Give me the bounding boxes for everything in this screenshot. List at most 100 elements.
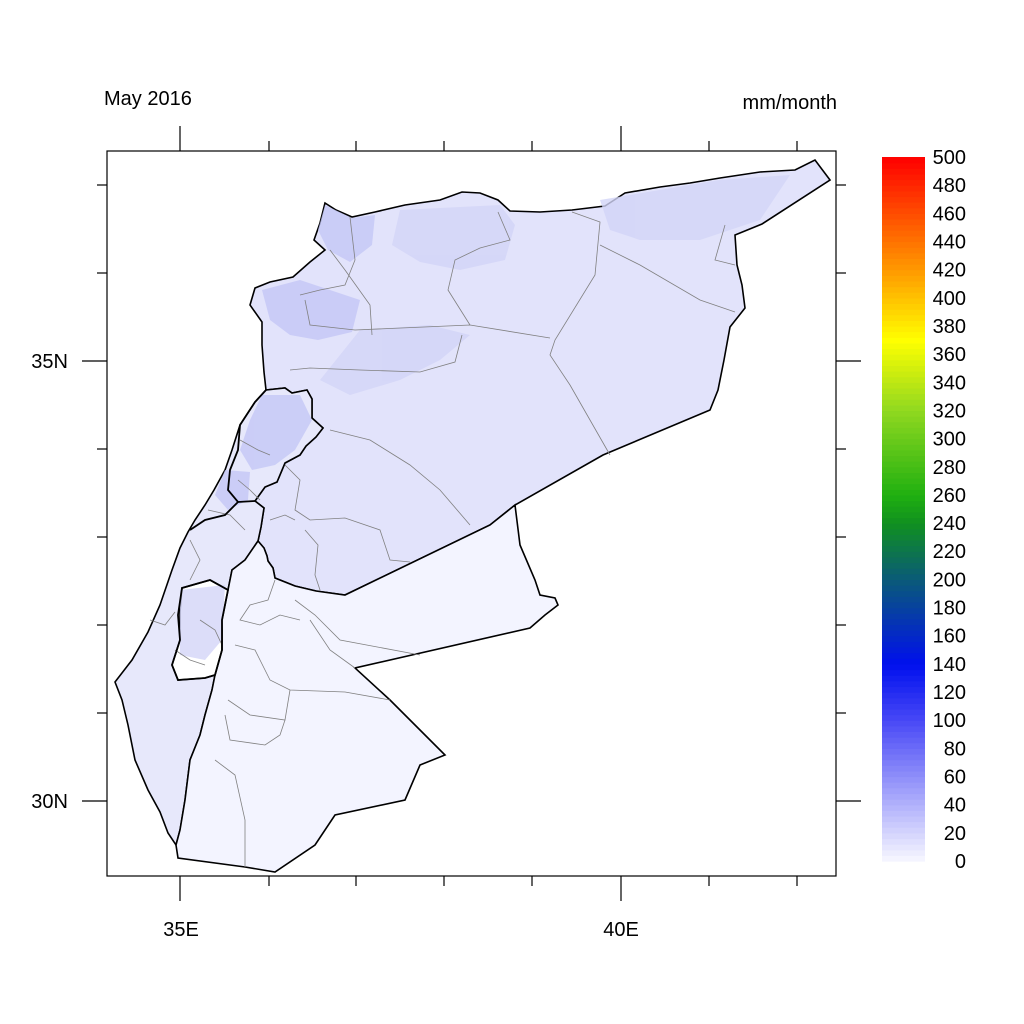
colorbar-segment bbox=[882, 799, 925, 806]
colorbar-segment bbox=[882, 230, 925, 237]
colorbar-segment bbox=[882, 320, 925, 327]
colorbar-segment bbox=[882, 596, 925, 603]
colorbar-segment bbox=[882, 325, 925, 333]
colorbar-segment bbox=[882, 269, 925, 276]
colorbar-segment bbox=[882, 489, 925, 496]
colorbar-segment bbox=[882, 427, 925, 434]
colorbar-segment bbox=[882, 725, 925, 733]
colorbar-segment bbox=[882, 838, 925, 845]
colorbar-segment bbox=[882, 748, 925, 755]
colorbar-segment bbox=[882, 697, 925, 704]
colorbar-segment bbox=[882, 692, 925, 699]
colorbar-segment bbox=[882, 815, 925, 823]
colorbar-segment bbox=[882, 292, 925, 299]
tick-marks bbox=[82, 126, 861, 901]
colorbar-segment bbox=[882, 235, 925, 243]
colorbar-segment bbox=[882, 162, 925, 169]
colorbar-segment bbox=[882, 782, 925, 789]
y-tick-label-35n: 35N bbox=[31, 351, 68, 373]
colorbar-segment bbox=[882, 247, 925, 254]
colorbar-label: 300 bbox=[933, 429, 966, 451]
colorbar-segment bbox=[882, 224, 925, 231]
colorbar-label: 60 bbox=[944, 767, 966, 789]
colorbar-label: 400 bbox=[933, 288, 966, 310]
colorbar-segment bbox=[882, 444, 925, 451]
colorbar-segment bbox=[882, 793, 925, 800]
colorbar-segment bbox=[882, 399, 925, 406]
moderate-rainfall-areas bbox=[180, 175, 790, 660]
colorbar-segment bbox=[882, 528, 925, 535]
colorbar-labels: 0 20 40 60 80 100 120 140 160 180 200 220 240 260 280 3… bbox=[933, 147, 966, 873]
colorbar-segment bbox=[882, 539, 925, 547]
colorbar-segment bbox=[882, 500, 925, 507]
colorbar-segment bbox=[882, 286, 925, 293]
colorbar-label: 160 bbox=[933, 626, 966, 648]
colorbar-segment bbox=[882, 241, 925, 248]
colorbar-segment bbox=[882, 765, 925, 772]
colorbar-segment bbox=[882, 804, 925, 811]
colorbar-segment bbox=[882, 410, 925, 417]
colorbar-segment bbox=[882, 607, 925, 614]
colorbar-segment bbox=[882, 196, 925, 203]
colorbar-segment bbox=[882, 466, 925, 473]
colorbar-segment bbox=[882, 776, 925, 783]
colorbar-segment bbox=[882, 753, 925, 761]
colorbar-label: 500 bbox=[933, 147, 966, 169]
colorbar-segment bbox=[882, 432, 925, 440]
country-borders bbox=[171, 389, 267, 681]
colorbar-segment bbox=[882, 568, 925, 575]
colorbar-segment bbox=[882, 449, 925, 457]
colorbar-segment bbox=[882, 675, 925, 682]
colorbar-label: 320 bbox=[933, 400, 966, 422]
colorbar-segment bbox=[882, 613, 925, 620]
colorbar-segment bbox=[882, 635, 925, 642]
colorbar-segment bbox=[882, 461, 925, 468]
colorbar-segment bbox=[882, 202, 925, 209]
colorbar-segment bbox=[882, 534, 925, 541]
colorbar-segment bbox=[882, 382, 925, 389]
admin-borders bbox=[149, 211, 736, 867]
colorbar-segment bbox=[882, 506, 925, 513]
colorbar-segment bbox=[882, 168, 925, 175]
colorbar-segment bbox=[882, 387, 925, 395]
colorbar-label: 460 bbox=[933, 203, 966, 225]
colorbar-label: 440 bbox=[933, 232, 966, 254]
units-label: mm/month bbox=[743, 92, 837, 114]
colorbar-segment bbox=[882, 663, 925, 671]
colorbar-segment bbox=[882, 585, 925, 592]
colorbar-segment bbox=[882, 849, 925, 856]
colorbar-segment bbox=[882, 810, 925, 817]
colorbar-segment bbox=[882, 179, 925, 186]
colorbar-segment bbox=[882, 562, 925, 569]
colorbar-segment bbox=[882, 314, 925, 321]
colorbar-segment bbox=[882, 714, 925, 721]
colorbar-segment bbox=[882, 455, 925, 462]
colorbar-segment bbox=[882, 207, 925, 214]
colorbar-label: 380 bbox=[933, 316, 966, 338]
colorbar-segment bbox=[882, 376, 925, 383]
colorbar-label: 480 bbox=[933, 175, 966, 197]
colorbar-segment bbox=[882, 708, 925, 716]
colorbar-segment bbox=[882, 832, 925, 840]
colorbar-label: 240 bbox=[933, 513, 966, 535]
colorbar-segment bbox=[882, 855, 925, 862]
colorbar-label: 20 bbox=[944, 823, 966, 845]
colorbar-segment bbox=[882, 280, 925, 288]
colorbar-segment bbox=[882, 821, 925, 828]
colorbar-segment bbox=[882, 680, 925, 688]
colorbar-segment bbox=[882, 601, 925, 609]
colorbar-label: 0 bbox=[955, 851, 966, 873]
colorbar-segment bbox=[882, 624, 925, 631]
colorbar-segment bbox=[882, 658, 925, 665]
colorbar-segment bbox=[882, 669, 925, 676]
colorbar-segment bbox=[882, 618, 925, 626]
map-frame bbox=[106, 150, 837, 877]
colorbar-segment bbox=[882, 354, 925, 361]
colorbar-segment bbox=[882, 579, 925, 586]
colorbar-segment bbox=[882, 421, 925, 428]
colorbar-label: 420 bbox=[933, 260, 966, 282]
colorbar-segment bbox=[882, 309, 925, 316]
colorbar-segment bbox=[882, 213, 925, 220]
colorbar-segment bbox=[882, 438, 925, 445]
colorbar-segment bbox=[882, 517, 925, 524]
